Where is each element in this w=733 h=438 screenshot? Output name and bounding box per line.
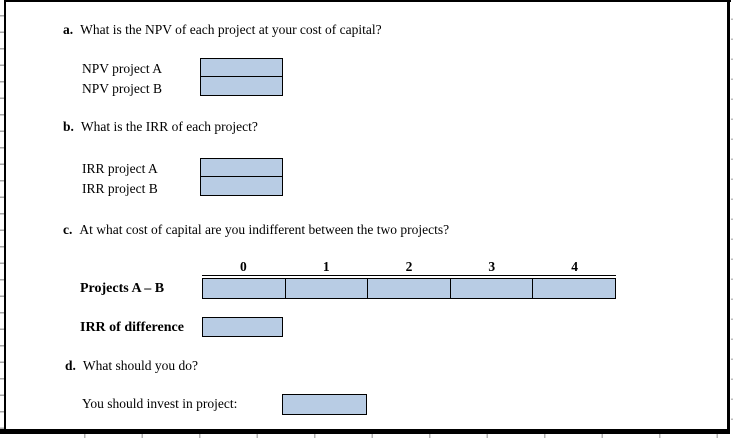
invest-in-project-label: You should invest in project: <box>82 396 238 411</box>
npv-project-b-label: NPV project B <box>82 80 162 96</box>
npv-project-b-input[interactable] <box>201 77 282 95</box>
worksheet-border-right <box>727 0 730 433</box>
irr-project-b-input[interactable] <box>201 177 282 195</box>
question-a: a. What is the NPV of each project at you… <box>63 22 382 38</box>
irr-of-difference-input[interactable] <box>202 317 283 337</box>
npv-project-a-label: NPV project A <box>82 61 162 76</box>
irr-project-a-label: IRR project A <box>82 161 158 176</box>
question-d: d. What should you do? <box>65 358 198 374</box>
year-header-0: 0 <box>240 259 247 274</box>
irr-project-a-input[interactable] <box>201 159 282 177</box>
year-header-1: 1 <box>322 259 330 274</box>
question-c-letter: c. <box>63 222 73 237</box>
question-d-text: What should you do? <box>82 358 198 373</box>
cashflow-cell-3[interactable] <box>450 279 534 298</box>
worksheet-border-left <box>3 0 6 433</box>
gridline-strip-bottom <box>0 434 733 438</box>
year-header-2: 2 <box>405 259 413 274</box>
cashflow-year-header-row: 0 1 2 3 4 <box>202 259 616 276</box>
cashflow-cell-2[interactable] <box>368 279 451 298</box>
irr-project-b-label: IRR project B <box>82 181 158 196</box>
question-b-text: What is the IRR of each project? <box>80 119 258 134</box>
question-b: b. What is the IRR of each project? <box>63 119 258 135</box>
projects-a-minus-b-label: Projects A – B <box>80 281 165 296</box>
cashflow-input-row <box>202 278 616 299</box>
year-header-3: 3 <box>488 259 496 274</box>
npv-project-a-input[interactable] <box>201 59 282 77</box>
question-a-text: What is the NPV of each project at your … <box>80 22 382 37</box>
cashflow-cell-0[interactable] <box>203 279 286 298</box>
gridline-strip-left <box>0 0 4 429</box>
question-c: c. At what cost of capital are you indiff… <box>63 222 449 238</box>
question-c-text: At what cost of capital are you indiffer… <box>79 222 450 237</box>
invest-in-project-input[interactable] <box>282 394 367 415</box>
cashflow-cell-1[interactable] <box>285 279 369 298</box>
question-d-letter: d. <box>65 358 76 373</box>
worksheet-border-bottom <box>0 429 730 434</box>
question-a-letter: a. <box>63 22 74 37</box>
question-b-letter: b. <box>63 119 74 134</box>
npv-input-group <box>200 58 283 96</box>
irr-of-difference-label: IRR of difference <box>80 320 184 335</box>
irr-input-group <box>200 158 283 196</box>
year-header-4: 4 <box>571 259 578 274</box>
cashflow-cell-4[interactable] <box>533 279 615 298</box>
worksheet-border-top <box>3 0 731 2</box>
gridline-strip-right <box>730 0 733 438</box>
